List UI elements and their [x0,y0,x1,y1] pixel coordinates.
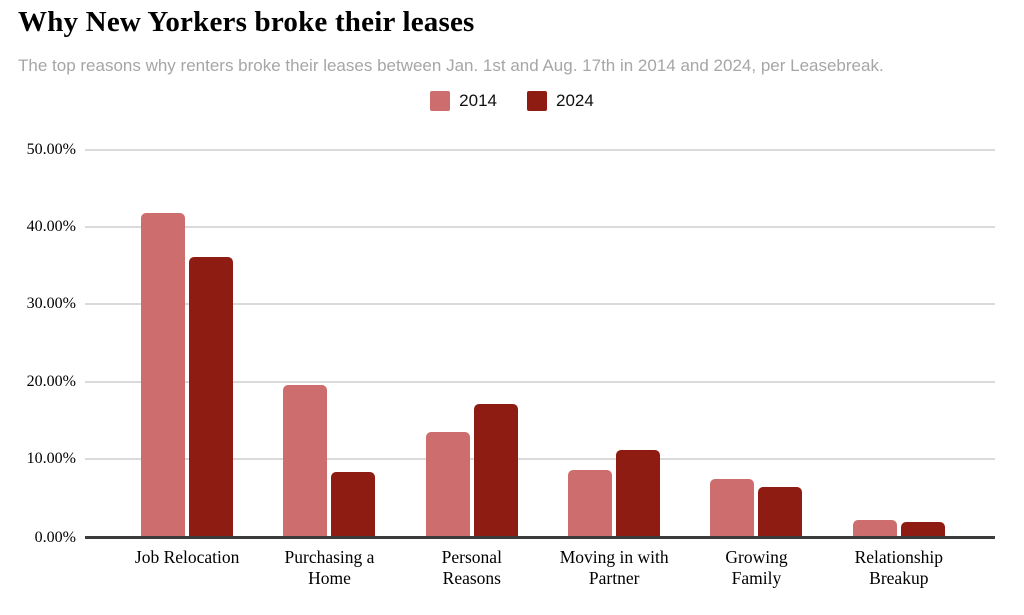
y-tick-label-0: 0.00% [34,528,76,546]
bar-2024-relationship-breakup [900,522,945,536]
bar-group-relationship-breakup [828,150,970,536]
y-tick-label-20: 20.00% [26,372,76,390]
legend-swatch-2024 [527,91,547,111]
x-tick-label-job-relocation: Job Relocation [116,547,258,589]
x-tick-label-line: Home [308,568,351,588]
bar-group-moving-in-with-partner [543,150,685,536]
x-tick-label-line: Reasons [442,568,501,588]
x-axis-labels: Job Relocation Purchasing a Home Personal Re… [116,547,970,589]
x-tick-label-line: Relationship [854,547,944,567]
bar-2014-job-relocation [141,213,186,536]
legend-item-2024: 2024 [527,91,594,111]
gridline-40 [85,226,995,229]
y-axis-labels: 0.00% 10.00% 20.00% 30.00% 40.00% 50.00% [0,141,76,546]
x-tick-label-line: Job Relocation [134,547,240,567]
bar-2014-relationship-breakup [852,519,897,536]
chart-title: Why New Yorkers broke their leases [18,6,475,38]
x-tick-label-relationship-breakup: Relationship Breakup [828,547,970,589]
bar-2024-personal-reasons [473,404,518,536]
bar-group-job-relocation [116,150,258,536]
x-tick-label-line: Breakup [869,568,929,588]
bar-2014-growing-family [710,478,755,536]
y-tick-label-40: 40.00% [26,218,76,236]
bar-2014-personal-reasons [425,431,470,536]
bar-group-purchasing-a-home [258,150,400,536]
bar-2024-purchasing-a-home [331,471,376,536]
legend-label-2024: 2024 [556,91,594,110]
bar-2024-growing-family [758,487,803,536]
x-tick-label-moving-in-with-partner: Moving in with Partner [543,547,685,589]
legend-swatch-2014 [430,91,451,111]
gridline-10 [85,457,995,460]
x-tick-label-line: Moving in with [559,547,669,567]
chart-subtitle: The top reasons why renters broke their … [18,56,884,75]
bar-2014-moving-in-with-partner [568,470,613,536]
bar-2024-moving-in-with-partner [616,449,661,536]
x-tick-label-growing-family: Growing Family [685,547,827,589]
bar-2014-purchasing-a-home [283,384,328,536]
y-tick-label-50: 50.00% [26,141,76,158]
plot-area [85,149,995,539]
x-tick-label-line: Purchasing a [284,547,375,567]
x-tick-label-line: Personal [441,547,502,567]
x-tick-label-purchasing-a-home: Purchasing a Home [258,547,400,589]
x-tick-label-line: Partner [588,568,640,588]
x-tick-label-personal-reasons: Personal Reasons [401,547,543,589]
gridline-50 [85,149,995,151]
x-tick-label-line: Growing [725,547,788,567]
legend-label-2014: 2014 [459,91,497,110]
bar-2024-job-relocation [189,256,234,536]
y-tick-label-10: 10.00% [26,449,76,467]
x-tick-label-line: Family [731,568,782,588]
legend-item-2014: 2014 [430,91,497,111]
bars-container [116,150,970,536]
gridline-30 [85,303,995,306]
legend: 2014 2024 [0,91,1024,111]
y-tick-label-30: 30.00% [26,295,76,313]
gridline-20 [85,380,995,383]
bar-group-growing-family [685,150,827,536]
bar-group-personal-reasons [401,150,543,536]
